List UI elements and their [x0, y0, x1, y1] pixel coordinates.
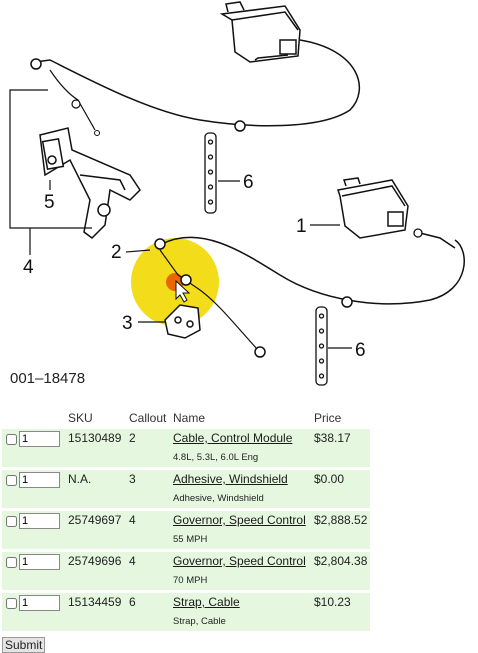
row-callout: 3	[127, 470, 171, 508]
quantity-input[interactable]	[19, 513, 60, 529]
control-module-upper	[219, 1, 301, 63]
part-description: Strap, Cable	[173, 616, 226, 627]
part-name-link[interactable]: Strap, Cable	[173, 595, 240, 609]
callout-6-lower: 6	[355, 340, 366, 361]
strap-lower	[315, 306, 328, 386]
submit-button[interactable]: Submit	[2, 637, 46, 653]
row-price: $2,804.38	[312, 552, 370, 590]
header-sku: SKU	[68, 411, 93, 425]
row-callout: 6	[127, 593, 171, 631]
part-name-link[interactable]: Governor, Speed Control	[173, 554, 306, 568]
quantity-input[interactable]	[19, 554, 60, 570]
quantity-input[interactable]	[19, 431, 60, 447]
adhesive-bracket	[164, 304, 201, 339]
row-price: $0.00	[312, 470, 370, 508]
row-select-checkbox[interactable]	[6, 516, 17, 527]
part-description: 70 MPH	[173, 575, 208, 586]
parts-table-header: SKU Callout Name Price	[2, 411, 370, 426]
cable-upper	[34, 39, 361, 127]
header-price: Price	[314, 411, 342, 425]
row-sku: 15130489	[66, 429, 127, 467]
part-name-link[interactable]: Governor, Speed Control	[173, 513, 306, 527]
row-price: $10.23	[312, 593, 370, 631]
quantity-input[interactable]	[19, 595, 60, 611]
callout-5: 5	[44, 192, 55, 213]
callout-2: 2	[111, 242, 122, 263]
row-select-checkbox[interactable]	[6, 475, 17, 486]
row-sku: 15134459	[66, 593, 127, 631]
callout-6-upper: 6	[243, 172, 254, 193]
part-description: 55 MPH	[173, 534, 208, 545]
row-callout: 2	[127, 429, 171, 467]
row-select-checkbox[interactable]	[6, 557, 17, 568]
row-sku: 25749696	[66, 552, 127, 590]
control-module-lower	[337, 177, 409, 239]
row-sku: 25749697	[66, 511, 127, 549]
row-callout: 4	[127, 552, 171, 590]
part-name-link[interactable]: Adhesive, Windshield	[173, 472, 288, 486]
quantity-input[interactable]	[19, 472, 60, 488]
part-description: Adhesive, Windshield	[173, 493, 264, 504]
callout-3: 3	[122, 313, 133, 334]
callout-4-bracket-line	[9, 89, 92, 229]
parts-diagram: 1 2 3 4 5 6 6	[9, 1, 465, 386]
row-select-checkbox[interactable]	[6, 598, 17, 609]
callout-1: 1	[296, 216, 307, 237]
row-sku: N.A.	[66, 470, 127, 508]
callout-4: 4	[23, 257, 34, 278]
row-callout: 4	[127, 511, 171, 549]
header-name: Name	[173, 411, 206, 425]
header-callout: Callout	[129, 411, 167, 425]
strap-upper	[204, 132, 217, 214]
row-price: $38.17	[312, 429, 370, 467]
cable-lower	[161, 236, 465, 305]
governor-bracket	[39, 127, 141, 239]
part-name-link[interactable]: Cable, Control Module	[173, 431, 293, 445]
row-select-checkbox[interactable]	[6, 434, 17, 445]
mouse-cursor-icon	[175, 279, 191, 303]
row-price: $2,888.52	[312, 511, 370, 549]
diagram-part-number: 001–18478	[10, 370, 86, 387]
part-description: 4.8L, 5.3L, 6.0L Eng	[173, 452, 259, 463]
